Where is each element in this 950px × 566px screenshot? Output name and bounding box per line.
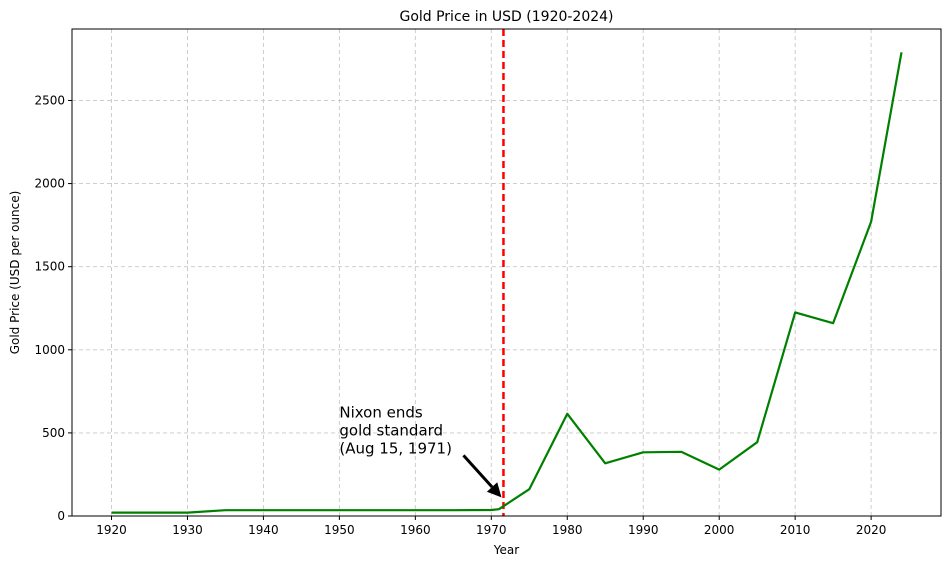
y-tick-label: 0 [57,509,65,523]
x-tick-label: 2000 [704,523,735,537]
y-tick-label: 1000 [34,343,65,357]
x-tick-label: 1990 [628,523,659,537]
annotation-text: Nixon ends gold standard (Aug 15, 1971) [339,404,452,458]
y-axis-label: Gold Price (USD per ounce) [8,191,22,355]
x-tick-label: 1970 [476,523,507,537]
x-tick-label: 1950 [324,523,355,537]
x-tick-label: 1940 [248,523,279,537]
x-tick-label: 2010 [780,523,811,537]
x-tick-label: 1920 [96,523,127,537]
annotation-line-3: (Aug 15, 1971) [339,440,452,458]
y-tick-label: 1500 [34,260,65,274]
annotation-line-2: gold standard [339,422,443,440]
x-ticks: 1920 1930 1940 1950 1960 1970 1980 1990 2000 2010… [96,516,886,537]
y-ticks: 0 500 1000 1500 2000 2500 [34,93,72,523]
grid-layer [72,29,941,517]
x-tick-label: 1960 [400,523,431,537]
x-tick-label: 1930 [172,523,203,537]
annotation-line-1: Nixon ends [339,404,423,422]
x-tick-label: 2020 [856,523,887,537]
y-tick-label: 2500 [34,93,65,107]
y-tick-label: 500 [42,426,65,440]
chart-title: Gold Price in USD (1920-2024) [399,9,613,25]
plot-frame [71,28,942,517]
y-tick-label: 2000 [34,177,65,191]
annotation: Nixon ends gold standard (Aug 15, 1971) [339,404,502,498]
annotation-arrow-head [486,482,502,498]
x-axis-label: Year [493,543,519,557]
series-line [111,52,903,514]
annotation-arrow-shaft [462,454,494,489]
x-tick-label: 1980 [552,523,583,537]
